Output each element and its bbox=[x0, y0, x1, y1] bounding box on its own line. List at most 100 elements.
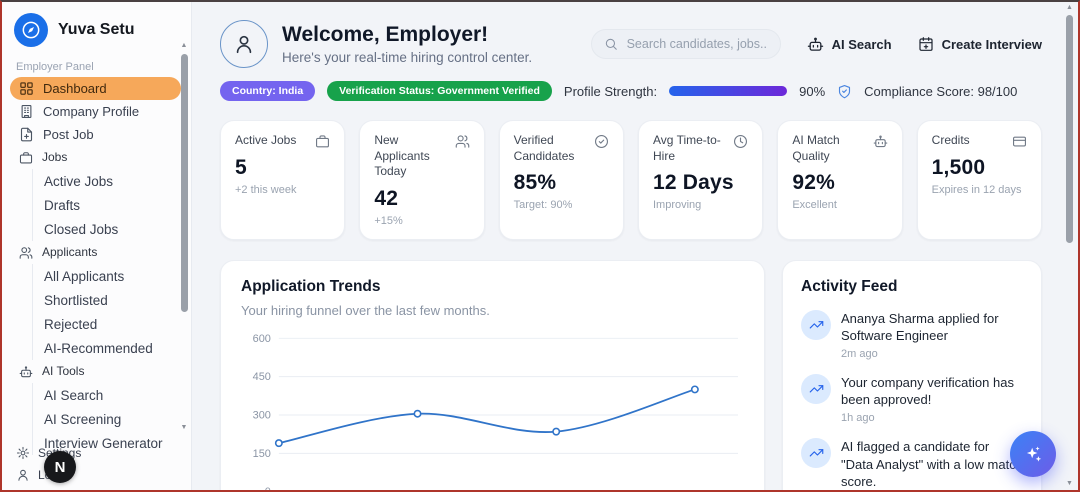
verification-badge: Verification Status: Government Verified bbox=[327, 81, 552, 101]
stat-value: 92% bbox=[792, 171, 835, 195]
briefcase-icon bbox=[315, 134, 330, 149]
activity-text: Ananya Sharma applied for Software Engin… bbox=[841, 310, 999, 344]
activity-feed-list: Ananya Sharma applied for Software Engin… bbox=[801, 309, 1023, 490]
scroll-up-arrow-icon[interactable]: ▲ bbox=[180, 42, 188, 49]
sidebar-item-interview-generator[interactable]: Interview Generator bbox=[32, 431, 181, 455]
sidebar-scrollbar-thumb[interactable] bbox=[180, 54, 188, 312]
sparkles-icon bbox=[1023, 444, 1043, 464]
check-circle-icon bbox=[594, 134, 609, 164]
create-interview-button[interactable]: Create Interview bbox=[918, 36, 1042, 52]
activity-text: Your company verification has been appro… bbox=[841, 374, 1014, 408]
nextjs-dev-badge[interactable]: N bbox=[44, 451, 76, 483]
sidebar-item-shortlisted[interactable]: Shortlisted bbox=[32, 288, 181, 312]
window-scrollbar[interactable]: ▲ ▼ bbox=[1063, 4, 1076, 488]
stats-row: Active Jobs 5 +2 this week New Applicant… bbox=[220, 120, 1042, 240]
svg-text:300: 300 bbox=[253, 409, 271, 421]
sidebar-item-ai-screening[interactable]: AI Screening bbox=[32, 407, 181, 431]
file-plus-icon bbox=[19, 127, 34, 142]
chart-subtitle: Your hiring funnel over the last few mon… bbox=[241, 302, 490, 318]
app-logo bbox=[14, 13, 48, 47]
stat-card-ai-match-quality: AI Match Quality 92% Excellent bbox=[777, 120, 903, 240]
svg-text:600: 600 bbox=[253, 333, 271, 345]
calendar-plus-icon bbox=[918, 36, 934, 52]
stat-sub-label: Expires in 12 days bbox=[931, 184, 1022, 196]
activity-item: AI flagged a candidate for "Data Analyst… bbox=[801, 437, 1023, 490]
activity-text: AI flagged a candidate for "Data Analyst… bbox=[841, 438, 1023, 490]
activity-item: Your company verification has been appro… bbox=[801, 373, 1023, 424]
sidebar-item-company-profile[interactable]: Company Profile bbox=[10, 100, 181, 123]
header: Welcome, Employer! Here's your real-time… bbox=[220, 20, 1042, 68]
chart-title: Application Trends bbox=[241, 277, 381, 295]
sidebar-footer: Settings Login bbox=[2, 442, 191, 486]
sidebar-item-settings[interactable]: Settings bbox=[16, 442, 177, 464]
grid-icon bbox=[19, 81, 34, 96]
sidebar-item-closed-jobs[interactable]: Closed Jobs bbox=[32, 217, 181, 241]
scroll-up-arrow-icon[interactable]: ▲ bbox=[1066, 4, 1073, 11]
sidebar-item-active-jobs[interactable]: Active Jobs bbox=[32, 169, 181, 193]
sidebar-item-all-applicants[interactable]: All Applicants bbox=[32, 264, 181, 288]
sidebar-item-rejected[interactable]: Rejected bbox=[32, 312, 181, 336]
sidebar-item-ai-search[interactable]: AI Search bbox=[32, 383, 181, 407]
profile-strength-value: 90% bbox=[799, 83, 826, 99]
sidebar-item-dashboard[interactable]: Dashboard bbox=[10, 77, 181, 100]
stat-label: AI Match Quality bbox=[792, 133, 840, 163]
brand: Yuva Setu bbox=[2, 2, 191, 51]
compass-icon bbox=[21, 20, 41, 40]
trending-up-icon bbox=[801, 309, 831, 340]
svg-text:0: 0 bbox=[265, 486, 271, 490]
search-icon bbox=[604, 37, 618, 51]
search-bar[interactable] bbox=[590, 29, 781, 59]
trending-up-icon bbox=[801, 373, 831, 404]
scroll-down-arrow-icon[interactable]: ▼ bbox=[180, 424, 188, 431]
svg-text:150: 150 bbox=[253, 448, 271, 460]
users-icon bbox=[455, 134, 470, 180]
sidebar-item-jobs[interactable]: Jobs bbox=[10, 146, 181, 169]
stat-value: 5 bbox=[235, 156, 247, 179]
activity-feed-card: Activity Feed Ananya Sharma applied for … bbox=[782, 259, 1042, 490]
stat-card-active-jobs: Active Jobs 5 +2 this week bbox=[220, 120, 346, 240]
sidebar-item-ai-tools[interactable]: AI Tools bbox=[10, 360, 181, 383]
app-title: Yuva Setu bbox=[58, 21, 135, 38]
activity-time: 2m ago bbox=[841, 347, 878, 360]
bot-icon bbox=[807, 36, 824, 53]
profile-meta-row: Country: India Verification Status: Gove… bbox=[220, 81, 1042, 101]
sidebar-item-drafts[interactable]: Drafts bbox=[32, 193, 181, 217]
sidebar: Yuva Setu Employer Panel Dashboard Compa… bbox=[2, 2, 192, 490]
stat-value: 42 bbox=[374, 186, 399, 210]
stat-value: 12 Days bbox=[653, 171, 734, 195]
trending-up-icon bbox=[801, 437, 831, 468]
window-scrollbar-thumb[interactable] bbox=[1066, 15, 1073, 243]
ai-search-button[interactable]: AI Search bbox=[807, 36, 892, 53]
stat-label: Active Jobs bbox=[235, 133, 297, 147]
stat-value: 1,500 bbox=[931, 156, 986, 179]
briefcase-icon bbox=[19, 151, 33, 165]
sidebar-item-applicants[interactable]: Applicants bbox=[10, 241, 181, 264]
main-content: Welcome, Employer! Here's your real-time… bbox=[192, 2, 1078, 490]
sidebar-item-post-job[interactable]: Post Job bbox=[10, 123, 181, 146]
stat-sub-label: +2 this week bbox=[235, 184, 297, 196]
page-title: Welcome, Employer! bbox=[282, 23, 489, 46]
clock-icon bbox=[733, 134, 748, 164]
activity-time: 1h ago bbox=[841, 411, 875, 424]
stat-card-verified-candidates: Verified Candidates 85% Target: 90% bbox=[498, 120, 624, 240]
users-icon bbox=[19, 246, 33, 260]
stat-card-credits: Credits 1,500 Expires in 12 days bbox=[916, 120, 1042, 240]
ai-assistant-fab[interactable] bbox=[1010, 431, 1056, 477]
application-trends-card: Application Trends Your hiring funnel ov… bbox=[220, 259, 765, 490]
stat-label: Credits bbox=[931, 133, 970, 147]
svg-text:450: 450 bbox=[253, 371, 271, 383]
page-subtitle: Here's your real-time hiring control cen… bbox=[282, 50, 533, 65]
credit-card-icon bbox=[1012, 134, 1027, 149]
sidebar-panel-label: Employer Panel bbox=[16, 61, 94, 73]
sidebar-scrollbar[interactable]: ▲ ▼ bbox=[179, 42, 189, 432]
user-icon bbox=[233, 33, 255, 55]
stat-sub-label: Improving bbox=[653, 199, 702, 212]
search-input[interactable] bbox=[624, 36, 768, 52]
sidebar-item-login[interactable]: Login bbox=[16, 464, 177, 486]
stat-card-new-applicants-today: New Applicants Today 42 +15% bbox=[359, 120, 485, 240]
stat-label: New Applicants Today bbox=[374, 133, 430, 179]
scroll-down-arrow-icon[interactable]: ▼ bbox=[1066, 480, 1073, 487]
sidebar-item-ai-recommended[interactable]: AI-Recommended bbox=[32, 336, 181, 360]
application-trends-chart: 600 450 300 150 0 bbox=[253, 333, 739, 490]
stat-sub-label: Excellent bbox=[792, 199, 837, 212]
